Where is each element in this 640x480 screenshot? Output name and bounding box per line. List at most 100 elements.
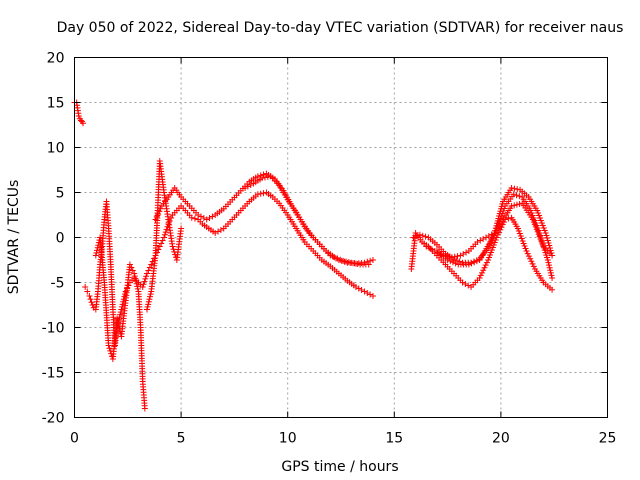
data-point <box>355 285 362 292</box>
data-point <box>462 281 469 287</box>
data-point <box>257 172 264 179</box>
data-point <box>364 258 371 265</box>
data-point <box>452 260 459 267</box>
data-point <box>546 264 553 271</box>
data-point <box>126 261 133 268</box>
data-point <box>247 182 254 188</box>
data-point <box>463 249 470 256</box>
x-tick-label: 0 <box>70 431 79 447</box>
data-point <box>191 215 198 222</box>
data-point <box>143 306 150 313</box>
data-point <box>107 347 114 354</box>
data-point <box>158 240 165 247</box>
data-point <box>549 286 556 293</box>
data-point <box>197 213 204 220</box>
data-point <box>162 229 169 236</box>
y-tick-label: -20 <box>42 411 65 427</box>
data-point <box>369 293 376 299</box>
data-point <box>159 237 166 244</box>
data-point <box>134 283 141 290</box>
data-point <box>147 293 154 300</box>
data-point <box>206 215 213 221</box>
data-point <box>145 267 152 274</box>
data-point <box>465 282 472 289</box>
data-point <box>544 257 551 263</box>
data-point <box>524 250 531 257</box>
data-point <box>92 252 99 259</box>
data-point <box>119 303 126 310</box>
data-point <box>188 214 195 221</box>
data-point <box>367 257 374 264</box>
data-point <box>453 257 460 264</box>
data-point <box>89 302 96 308</box>
data-point <box>479 269 486 276</box>
data-point <box>141 405 148 412</box>
data-point <box>549 275 556 281</box>
data-point <box>203 216 210 223</box>
axis-ticks: 0 5 10 15 20 25 -20 -15 -10 -5 0 5 10 15 20 <box>42 51 617 447</box>
data-point <box>200 215 207 221</box>
data-point <box>465 261 472 268</box>
data-point <box>209 213 216 220</box>
data-point <box>178 225 185 232</box>
data-point <box>361 288 368 295</box>
x-tick-label: 5 <box>177 431 186 447</box>
data-point <box>451 253 458 260</box>
chart-title: Day 050 of 2022, Sidereal Day-to-day VTE… <box>57 20 624 36</box>
data-point <box>358 287 365 293</box>
data-point <box>361 259 368 266</box>
data-point <box>505 215 512 222</box>
data-point <box>144 303 151 310</box>
data-point <box>514 186 521 193</box>
data-point <box>143 270 150 277</box>
data-point <box>449 259 456 266</box>
data-point <box>457 252 464 259</box>
data-point <box>549 252 556 259</box>
data-point <box>105 342 112 349</box>
data-point <box>161 231 168 238</box>
data-point <box>141 278 148 285</box>
data-point <box>546 262 553 269</box>
data-point <box>428 246 435 253</box>
data-point <box>118 306 125 313</box>
data-point <box>87 296 94 303</box>
data-point <box>134 285 141 292</box>
data-point <box>260 190 267 197</box>
data-marks <box>71 99 556 412</box>
data-point <box>341 258 348 265</box>
data-point <box>508 185 515 191</box>
data-point <box>468 260 475 267</box>
data-point <box>146 264 153 271</box>
y-tick-label: 15 <box>47 96 65 112</box>
data-point <box>416 231 423 238</box>
x-tick-label: 15 <box>385 431 403 447</box>
data-point <box>128 264 135 271</box>
data-point <box>338 257 345 264</box>
data-point <box>476 275 483 281</box>
data-point <box>525 253 532 260</box>
data-point <box>169 243 176 250</box>
y-tick-label: 0 <box>56 231 65 247</box>
data-point <box>215 228 222 235</box>
data-point <box>481 264 488 271</box>
data-point <box>367 291 374 298</box>
data-point <box>444 257 451 263</box>
data-point <box>129 267 136 274</box>
data-point <box>156 243 163 250</box>
data-point <box>254 191 261 198</box>
data-point <box>80 120 87 127</box>
grid <box>74 57 608 418</box>
data-point <box>93 249 100 256</box>
data-point <box>364 290 371 296</box>
x-axis-label: GPS time / hours <box>281 459 398 475</box>
data-point <box>117 311 124 318</box>
data-point <box>264 173 271 180</box>
data-point <box>422 233 429 240</box>
data-point <box>131 270 138 277</box>
y-tick-label: 10 <box>47 141 65 157</box>
data-point <box>471 259 478 266</box>
data-point <box>480 267 487 274</box>
data-point <box>480 236 487 242</box>
data-point <box>477 272 484 279</box>
